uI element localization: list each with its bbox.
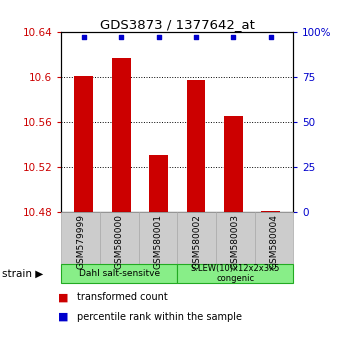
Text: GSM580004: GSM580004 [269,214,279,269]
Point [193,34,199,40]
Bar [149,155,168,212]
Text: Dahl salt-sensitve: Dahl salt-sensitve [79,269,160,278]
Point [268,34,273,40]
Text: percentile rank within the sample: percentile rank within the sample [77,312,242,322]
Bar [187,80,205,212]
Title: GDS3873 / 1377642_at: GDS3873 / 1377642_at [100,18,255,31]
Text: GSM580001: GSM580001 [153,214,163,269]
Bar [112,58,131,212]
Text: GSM580000: GSM580000 [115,214,124,269]
Text: GSM580003: GSM580003 [231,214,240,269]
Bar [262,211,280,212]
Point [118,34,124,40]
Text: S.LEW(10)x12x2x3x5
congenic: S.LEW(10)x12x2x3x5 congenic [191,264,280,283]
Text: transformed count: transformed count [77,292,167,302]
Point [231,34,236,40]
Text: GSM580002: GSM580002 [192,214,201,269]
Text: ■: ■ [58,292,69,302]
Point [156,34,161,40]
Point [81,34,87,40]
Text: strain ▶: strain ▶ [2,268,43,279]
Text: GSM579999: GSM579999 [76,214,85,269]
Text: ■: ■ [58,312,69,322]
Bar [74,76,93,212]
Bar [224,116,243,212]
